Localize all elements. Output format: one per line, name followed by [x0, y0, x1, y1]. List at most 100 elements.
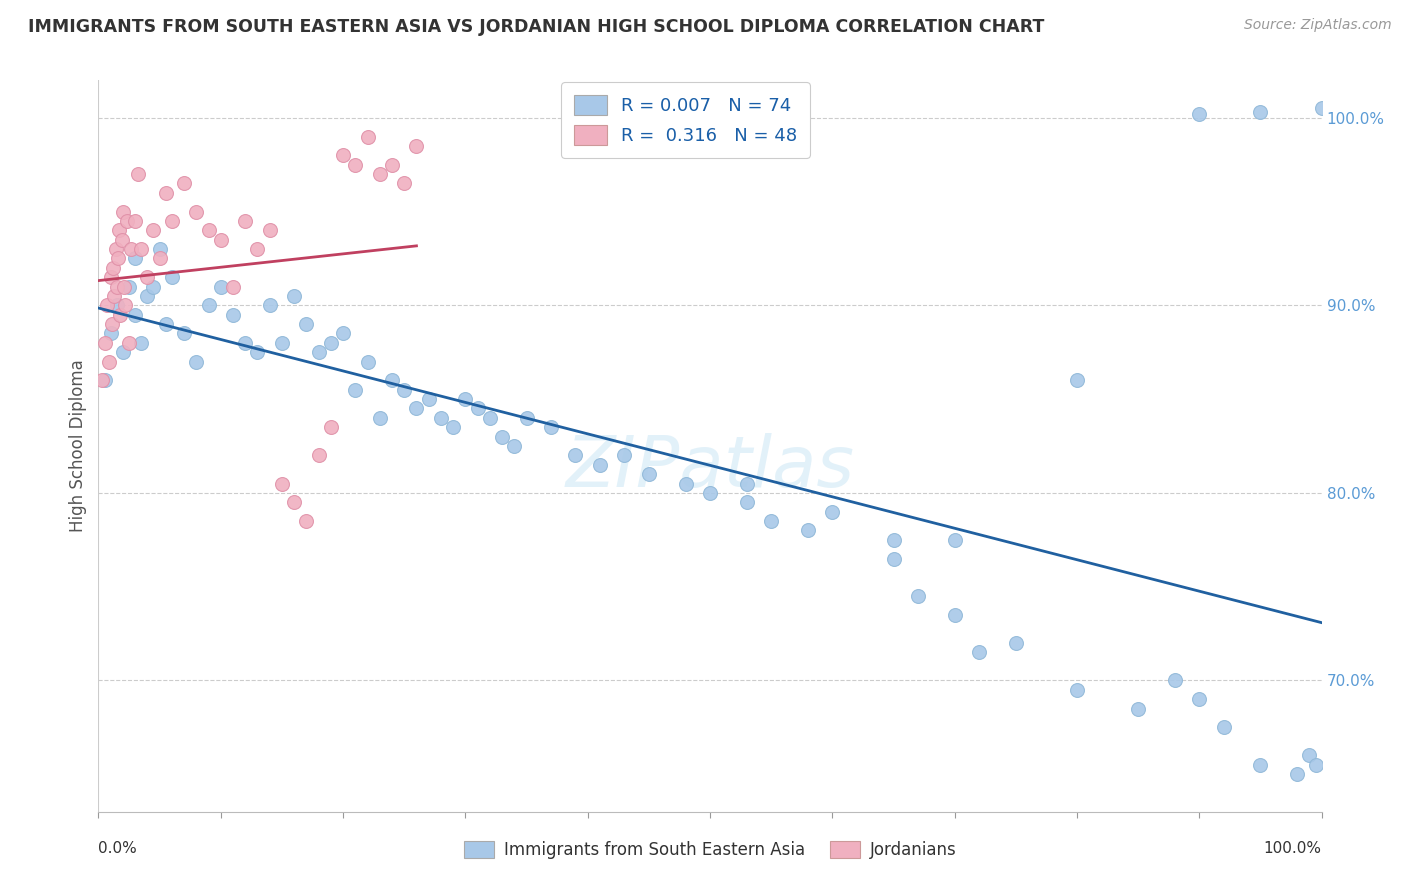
Point: [270, 476, 294, 491]
Point: [118, 279, 141, 293]
Text: 0.0%: 0.0%: [98, 841, 138, 856]
Point: [108, 223, 131, 237]
Point: [478, 410, 501, 425]
Point: [907, 589, 929, 603]
Point: [222, 308, 245, 322]
Point: [405, 401, 427, 416]
Point: [103, 289, 125, 303]
Point: [368, 410, 391, 425]
Point: [136, 289, 159, 303]
Y-axis label: High School Diploma: High School Diploma: [69, 359, 87, 533]
Point: [270, 335, 294, 350]
Point: [115, 214, 138, 228]
Point: [1310, 102, 1333, 116]
Point: [100, 270, 122, 285]
Point: [430, 410, 453, 425]
Point: [564, 449, 586, 463]
Point: [149, 242, 172, 256]
Point: [356, 129, 378, 144]
Point: [405, 139, 427, 153]
Point: [186, 354, 208, 368]
Point: [104, 242, 127, 256]
Point: [1298, 748, 1320, 763]
Text: Source: ZipAtlas.com: Source: ZipAtlas.com: [1244, 18, 1392, 32]
Point: [308, 345, 330, 359]
Point: [173, 177, 195, 191]
Point: [613, 449, 636, 463]
Point: [344, 158, 367, 172]
Point: [675, 476, 697, 491]
Point: [93, 373, 115, 387]
Point: [319, 335, 342, 350]
Point: [295, 317, 318, 331]
Point: [283, 289, 305, 303]
Point: [112, 279, 135, 293]
Point: [110, 308, 132, 322]
Point: [105, 298, 128, 312]
Point: [197, 223, 219, 237]
Point: [233, 335, 256, 350]
Point: [197, 298, 219, 312]
Point: [129, 242, 152, 256]
Point: [186, 204, 208, 219]
Text: ZIPatlas: ZIPatlas: [565, 434, 855, 502]
Point: [101, 317, 124, 331]
Point: [821, 505, 844, 519]
Point: [332, 326, 354, 341]
Point: [173, 326, 195, 341]
Point: [943, 607, 966, 622]
Point: [1250, 105, 1272, 120]
Point: [1188, 107, 1211, 121]
Point: [503, 439, 526, 453]
Point: [124, 214, 146, 228]
Point: [101, 260, 124, 275]
Point: [209, 233, 232, 247]
Point: [114, 298, 136, 312]
Point: [111, 345, 134, 359]
Point: [589, 458, 612, 472]
Point: [883, 533, 905, 547]
Point: [93, 335, 115, 350]
Point: [111, 233, 134, 247]
Point: [136, 270, 159, 285]
Point: [222, 279, 245, 293]
Point: [441, 420, 464, 434]
Point: [1066, 682, 1088, 697]
Point: [540, 420, 562, 434]
Text: IMMIGRANTS FROM SOUTH EASTERN ASIA VS JORDANIAN HIGH SCHOOL DIPLOMA CORRELATION : IMMIGRANTS FROM SOUTH EASTERN ASIA VS JO…: [28, 18, 1045, 36]
Point: [129, 335, 152, 350]
Point: [246, 242, 269, 256]
Point: [1128, 701, 1150, 715]
Point: [1286, 767, 1309, 781]
Point: [368, 167, 391, 181]
Point: [160, 214, 183, 228]
Point: [332, 148, 354, 162]
Point: [308, 449, 330, 463]
Point: [967, 645, 990, 659]
Point: [319, 420, 342, 434]
Point: [344, 383, 367, 397]
Point: [1188, 692, 1211, 706]
Point: [91, 373, 114, 387]
Point: [392, 383, 416, 397]
Text: 100.0%: 100.0%: [1264, 841, 1322, 856]
Point: [454, 392, 477, 406]
Point: [259, 223, 281, 237]
Point: [259, 298, 281, 312]
Point: [118, 335, 141, 350]
Point: [735, 495, 758, 509]
Point: [467, 401, 489, 416]
Point: [283, 495, 305, 509]
Point: [1305, 757, 1327, 772]
Point: [233, 214, 256, 228]
Point: [1004, 636, 1026, 650]
Point: [160, 270, 183, 285]
Point: [797, 524, 820, 538]
Legend: Immigrants from South Eastern Asia, Jordanians: Immigrants from South Eastern Asia, Jord…: [457, 834, 963, 865]
Point: [381, 158, 404, 172]
Point: [638, 467, 661, 482]
Point: [120, 242, 142, 256]
Point: [155, 317, 177, 331]
Point: [1164, 673, 1187, 688]
Point: [124, 308, 146, 322]
